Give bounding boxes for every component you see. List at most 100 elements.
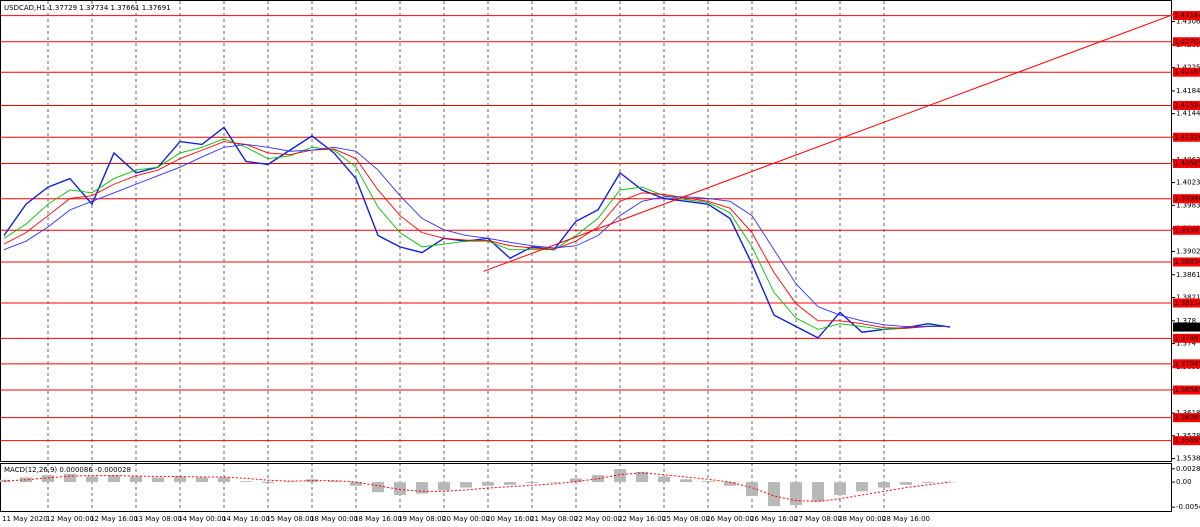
macd-bar (240, 481, 252, 483)
y-tick-label: 1.3902 (1176, 247, 1200, 255)
last-price-label: 1.37691 (1174, 323, 1200, 331)
macd-bar (86, 476, 98, 483)
level-label: 1.40565 (1174, 159, 1200, 167)
y-tick-label: 1.4306 (1176, 17, 1200, 25)
x-tick-label: 14 May 00:00 (178, 515, 226, 523)
x-tick-label: 28 May 16:00 (882, 515, 930, 523)
trend-line (483, 13, 1175, 272)
macd-bar (834, 482, 846, 496)
price-pane (0, 0, 1172, 462)
x-tick-label: 26 May 00:00 (706, 515, 754, 523)
x-tick-label: 18 May 16:00 (354, 515, 402, 523)
x-tick-label: 13 May 08:00 (134, 515, 182, 523)
y-tick-label: 1.4144 (1176, 110, 1200, 118)
macd-bar (438, 482, 450, 491)
level-label: 1.42169 (1174, 68, 1200, 76)
level-label: 1.38834 (1174, 258, 1200, 266)
y-tick-label: 1.4023 (1176, 179, 1200, 187)
level-tag (1173, 194, 1200, 204)
x-tick-label: 12 May 00:00 (46, 515, 94, 523)
level-tag (1173, 436, 1200, 446)
macd-bar (790, 482, 802, 506)
macd-bar (394, 482, 406, 496)
macd-bar (526, 482, 538, 483)
x-tick-label: 18 May 00:00 (310, 515, 358, 523)
y-tick-label: 1.378 (1176, 317, 1196, 325)
x-tick-label: 14 May 16:00 (222, 515, 270, 523)
macd-bar (812, 482, 824, 502)
level-tag (1173, 298, 1200, 308)
macd-bar (878, 482, 890, 488)
macd-bar (20, 477, 32, 483)
y-tick-label: 0.00 (1176, 478, 1192, 486)
x-tick-label: 22 May 16:00 (618, 515, 666, 523)
macd-bar (218, 477, 230, 483)
level-label: 1.37045 (1174, 360, 1200, 368)
level-label: 1.41584 (1174, 101, 1200, 109)
macd-bar (548, 482, 560, 483)
y-tick-label: 1.3538 (1176, 455, 1200, 463)
level-label: 1.36585 (1174, 386, 1200, 394)
x-tick-label: 12 May 16:00 (90, 515, 138, 523)
chart-title: USDCAD,H1 1.37729 1.37734 1.37661 1.3769… (4, 4, 171, 12)
macd-bar (174, 476, 186, 483)
level-label: 1.39946 (1174, 195, 1200, 203)
macd-bar (152, 477, 164, 483)
macd-bar (284, 481, 296, 483)
macd-bar (328, 481, 340, 483)
last-price-tag (1173, 322, 1200, 332)
price-line (3, 126, 951, 339)
level-label: 1.42704 (1174, 38, 1200, 46)
macd-bar (944, 481, 956, 483)
macd-bar (900, 482, 912, 485)
y-tick-label: 1.3821 (1176, 294, 1200, 302)
macd-bar (658, 476, 670, 483)
level-label: 1.36099 (1174, 414, 1200, 422)
macd-bar (614, 469, 626, 483)
macd-bar (702, 481, 714, 483)
x-tick-label: 20 May 00:00 (442, 515, 490, 523)
macd-bar (592, 475, 604, 483)
y-tick-label: 1.3578 (1176, 432, 1200, 440)
level-tag (1173, 158, 1200, 168)
macd-bar (482, 482, 494, 486)
level-tag (1173, 225, 1200, 235)
moving-average (3, 138, 951, 330)
macd-pane (0, 463, 1172, 512)
macd-bar (460, 482, 472, 488)
macd-bar (636, 471, 648, 483)
macd-bar (130, 476, 142, 483)
macd-bar (680, 479, 692, 483)
moving-average (3, 143, 950, 327)
macd-bar (196, 477, 208, 483)
x-tick-label: 25 May 08:00 (662, 515, 710, 523)
level-label: 1.38114 (1174, 299, 1200, 307)
macd-bar (108, 475, 120, 483)
level-tag (1173, 413, 1200, 423)
x-tick-label: 26 May 16:00 (750, 515, 798, 523)
level-label: 1.43164 (1174, 12, 1200, 20)
y-tick-label: -0.005430 (1176, 503, 1200, 511)
level-tag (1173, 257, 1200, 267)
y-tick-label: 0.002876 (1176, 465, 1200, 473)
x-tick-label: 22 May 00:00 (574, 515, 622, 523)
macd-signal (3, 472, 951, 502)
macd-bar (350, 482, 362, 486)
macd-bar (372, 482, 384, 493)
macd-bar (746, 482, 758, 496)
macd-bar (416, 482, 428, 494)
macd-bar (570, 478, 582, 483)
macd-bar (64, 473, 76, 483)
level-tag (1173, 37, 1200, 47)
macd-bar (922, 482, 934, 483)
x-tick-label: 28 May 00:00 (838, 515, 886, 523)
level-label: 1.41026 (1174, 133, 1200, 141)
macd-bar (262, 482, 274, 483)
macd-title: MACD(12,26,9) 0.000086 -0.000028 (4, 466, 131, 474)
moving-average (3, 141, 950, 329)
x-tick-label: 11 May 2020 (2, 515, 48, 523)
y-tick-label: 1.4225 (1176, 64, 1200, 72)
level-tag (1173, 132, 1200, 142)
